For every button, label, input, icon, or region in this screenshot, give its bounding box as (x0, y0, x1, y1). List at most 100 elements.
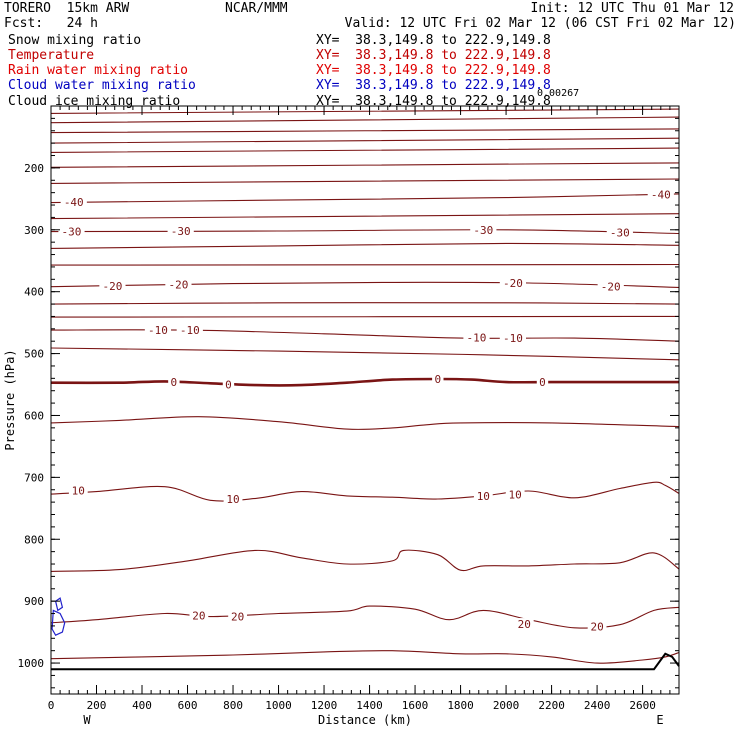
y-tick-label: 400 (24, 286, 44, 299)
isotherm-line (50, 481, 680, 502)
contour-label: 0 (539, 376, 546, 389)
isotherm-line (50, 242, 680, 249)
contour-label-bg (432, 372, 444, 385)
isotherm-line (50, 147, 680, 153)
overlap-label: 0.00267 (537, 88, 580, 99)
fcst-label: Fcst: 24 h (4, 16, 98, 31)
contour-label-bg (606, 226, 633, 239)
isotherm-line (50, 193, 680, 204)
field-xy-cloud-ice: XY= 38.3,149.8 to 222.9,149.8 (316, 94, 551, 109)
isotherm-line (50, 128, 680, 134)
field-xy-rain: XY= 38.3,149.8 to 222.9,149.8 (316, 63, 551, 78)
x-tick-label: 1800 (447, 699, 474, 712)
cloud-water-contour (54, 597, 64, 612)
contour-label: -40 (651, 189, 671, 202)
field-xy-cloud-water: XY= 38.3,149.8 to 222.9,149.8 (316, 78, 551, 93)
contour-label-bg (499, 277, 526, 290)
contour-label: 10 (226, 493, 239, 506)
contour-label-bg (463, 331, 490, 344)
west-label: W (83, 713, 91, 727)
contour-label: -30 (610, 226, 630, 239)
isotherm-line (50, 302, 680, 305)
contour-label: 0 (225, 379, 232, 392)
contour-label: -10 (180, 324, 200, 337)
isotherm-line (50, 347, 680, 361)
x-tick-label: 1600 (402, 699, 429, 712)
contour-label-bg (597, 280, 624, 293)
contour-label-bg (223, 493, 243, 506)
contour-label: -20 (168, 278, 188, 291)
contour-label: -40 (64, 196, 84, 209)
contour-label-bg (68, 484, 88, 497)
field-label-rain: Rain water mixing ratio (8, 63, 189, 78)
x-tick-label: 2000 (493, 699, 520, 712)
east-label: E (656, 713, 663, 727)
field-xy-temperature: XY= 38.3,149.8 to 222.9,149.8 (316, 48, 551, 63)
contour-label-bg (587, 620, 607, 633)
isotherm-line (50, 315, 680, 318)
isotherm-line (50, 281, 680, 288)
isotherm-line (50, 116, 680, 124)
contour-label: 10 (477, 490, 490, 503)
contour-label-bg (470, 223, 497, 236)
field-label-snow: Snow mixing ratio (8, 33, 142, 48)
x-tick-label: 2200 (538, 699, 565, 712)
contour-label-bg (58, 225, 85, 238)
isotherm-line (50, 162, 680, 168)
y-tick-label: 1000 (18, 657, 45, 670)
x-tick-label: 2400 (584, 699, 611, 712)
contour-label-bg (647, 188, 674, 201)
y-axis-title: Pressure (hPa) (3, 349, 17, 450)
contour-label-bg (167, 225, 194, 238)
field-label-cloud-ice: Cloud ice mixing ratio (8, 94, 181, 109)
isotherm-line (50, 549, 680, 572)
contour-label-bg (473, 489, 493, 502)
contour-label: -30 (473, 224, 493, 237)
contour-label-bg (499, 332, 526, 345)
contour-label: -10 (467, 331, 487, 344)
x-tick-label: 1000 (265, 699, 292, 712)
isotherm-line (50, 213, 680, 220)
contour-label: -10 (148, 324, 168, 337)
contour-label-bg (505, 488, 525, 501)
contour-label-bg (228, 610, 247, 623)
y-tick-label: 900 (24, 595, 44, 608)
init-label: Init: 12 UTC Thu 01 Mar 12 (530, 1, 735, 16)
contour-label: 10 (509, 489, 522, 502)
x-tick-label: 1400 (356, 699, 383, 712)
contour-label: 10 (72, 484, 85, 497)
x-axis-title: Distance (km) (318, 713, 412, 727)
y-tick-label: 700 (24, 471, 44, 484)
contour-label: 20 (231, 611, 244, 624)
isotherm-line (50, 178, 680, 184)
isotherm-line (50, 605, 680, 629)
contour-label: -30 (62, 226, 82, 239)
contour-label: 20 (518, 618, 531, 631)
contour-label-bg (176, 324, 203, 337)
x-tick-label: 800 (223, 699, 243, 712)
y-tick-label: 500 (24, 348, 44, 361)
isotherm-line (50, 229, 680, 235)
y-tick-label: 200 (24, 162, 44, 175)
field-label-temperature: Temperature (8, 48, 95, 63)
y-tick-label: 600 (24, 409, 44, 422)
isotherm-line (50, 650, 680, 664)
terrain-line (51, 652, 680, 671)
field-label-cloud-water: Cloud water mixing ratio (8, 78, 196, 93)
contour-label-bg (222, 378, 235, 391)
x-tick-label: 2600 (629, 699, 656, 712)
contour-label-bg (144, 324, 172, 337)
contour-label: 20 (192, 609, 205, 622)
contour-label: -10 (503, 332, 523, 345)
contour-label: -20 (601, 281, 621, 294)
contour-label: 20 (590, 621, 603, 634)
y-tick-label: 800 (24, 533, 44, 546)
contour-label-bg (99, 280, 126, 293)
contour-label: -20 (102, 280, 122, 293)
contour-label-bg (189, 609, 209, 622)
contour-label: -20 (503, 277, 523, 290)
x-tick-label: 1200 (311, 699, 338, 712)
model-label: TORERO 15km ARW (4, 1, 130, 16)
contour-label-bg (60, 195, 87, 208)
isotherm-line (50, 263, 680, 266)
